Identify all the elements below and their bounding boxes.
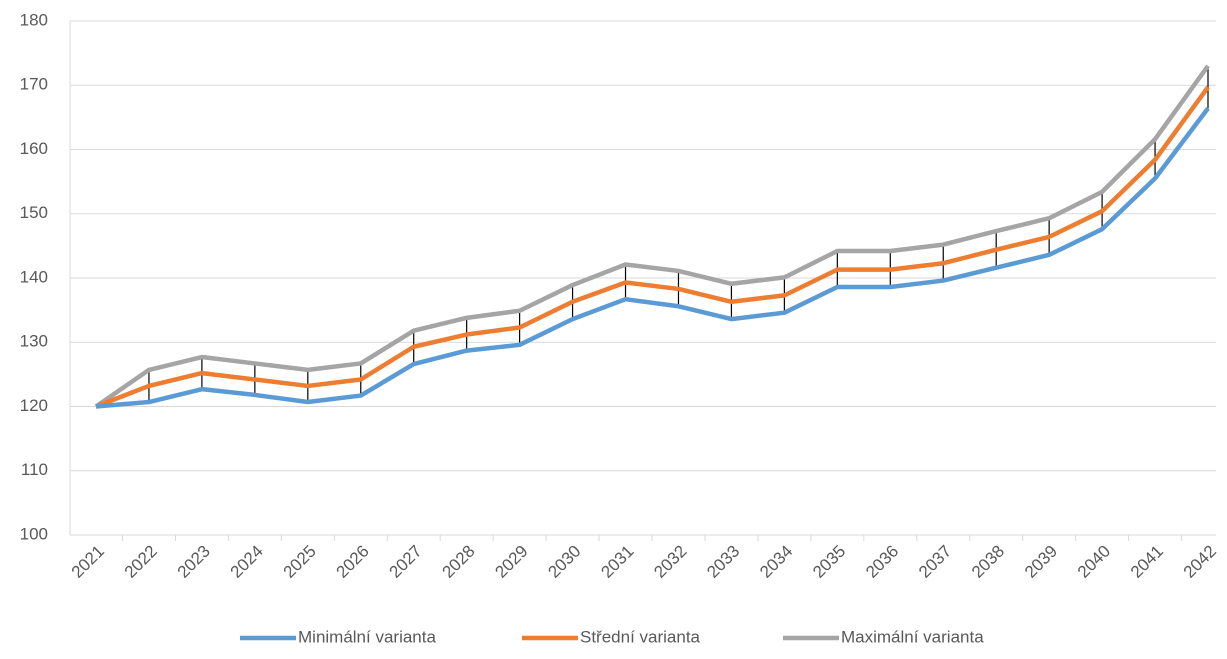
x-tick-label: 2036 bbox=[862, 542, 902, 582]
x-tick-label: 2041 bbox=[1127, 542, 1167, 582]
y-tick-label: 160 bbox=[20, 139, 48, 158]
y-tick-label: 130 bbox=[20, 332, 48, 351]
series-line bbox=[95, 85, 1210, 409]
x-tick-label: 2021 bbox=[68, 542, 108, 582]
legend-label: Maximální varianta bbox=[841, 627, 984, 646]
x-tick-label: 2037 bbox=[915, 542, 955, 582]
x-tick-label: 2034 bbox=[756, 542, 796, 582]
y-tick-label: 170 bbox=[20, 75, 48, 94]
x-tick-label: 2026 bbox=[333, 542, 373, 582]
x-tick-label: 2024 bbox=[227, 542, 267, 582]
series-line bbox=[94, 64, 1210, 409]
x-tick-label: 2029 bbox=[491, 542, 531, 582]
y-tick-label: 100 bbox=[20, 524, 48, 543]
legend-label: Střední varianta bbox=[580, 627, 701, 646]
x-tick-label: 2023 bbox=[174, 542, 214, 582]
x-tick-label: 2040 bbox=[1074, 542, 1114, 582]
x-tick-label: 2030 bbox=[544, 542, 584, 582]
x-tick-label: 2028 bbox=[438, 542, 478, 582]
x-tick-label: 2025 bbox=[280, 542, 320, 582]
x-tick-label: 2022 bbox=[121, 542, 161, 582]
legend-label: Minimální varianta bbox=[298, 627, 436, 646]
y-tick-label: 180 bbox=[20, 10, 48, 29]
x-tick-label: 2032 bbox=[650, 542, 690, 582]
x-tick-label: 2038 bbox=[968, 542, 1008, 582]
y-tick-label: 120 bbox=[20, 396, 48, 415]
x-tick-label: 2039 bbox=[1021, 542, 1061, 582]
y-tick-label: 150 bbox=[20, 203, 48, 222]
y-tick-label: 140 bbox=[20, 267, 48, 286]
x-tick-label: 2035 bbox=[809, 542, 849, 582]
x-tick-label: 2027 bbox=[386, 542, 426, 582]
x-tick-label: 2042 bbox=[1180, 542, 1220, 582]
y-tick-label: 110 bbox=[21, 460, 48, 479]
x-tick-label: 2033 bbox=[703, 542, 743, 582]
x-tick-label: 2031 bbox=[597, 542, 637, 582]
series-line bbox=[95, 107, 1210, 409]
